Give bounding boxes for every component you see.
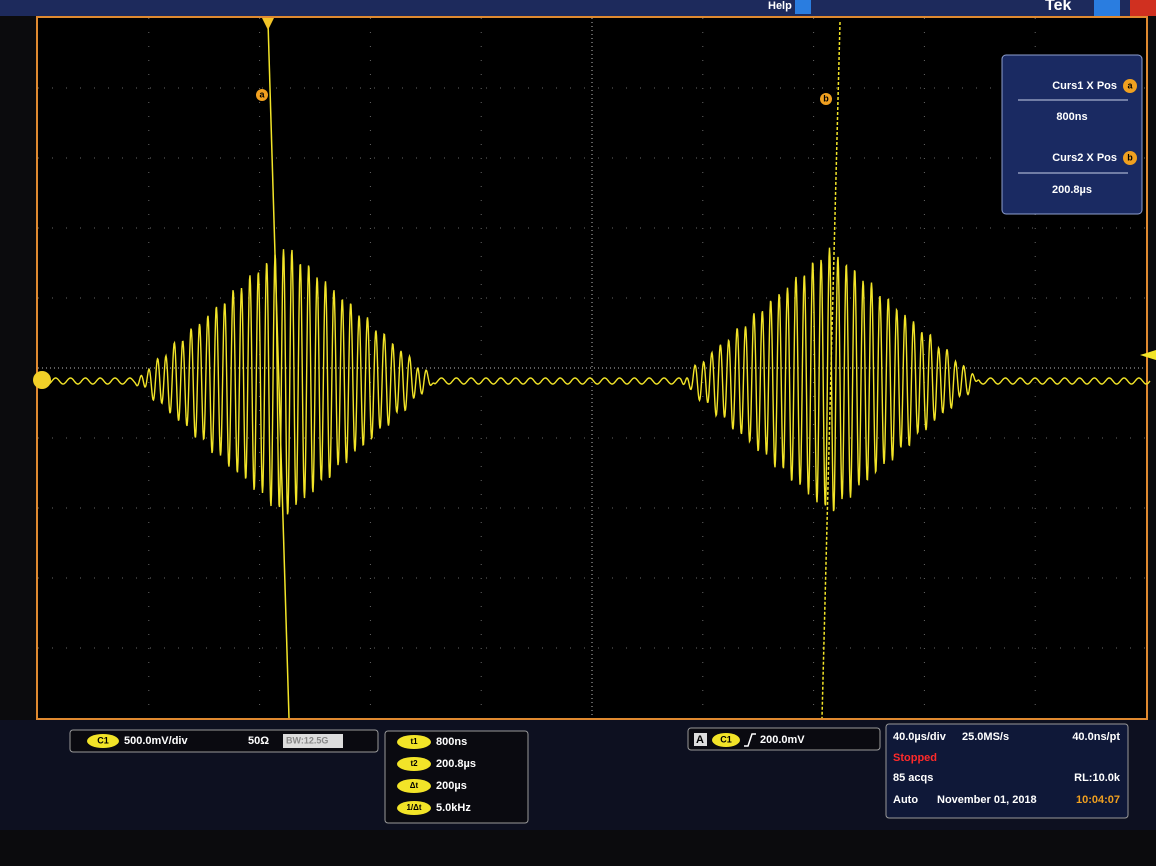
channel-badge-icon (87, 734, 119, 748)
cursor-b-label: b (823, 93, 829, 103)
waveform (48, 247, 1151, 515)
readout-badge-icon (397, 735, 431, 749)
trigger-level: 200.0mV (760, 734, 805, 746)
curs1-value: 800ns (1056, 111, 1087, 123)
channel-badge: C1 (97, 735, 109, 745)
minimize-button[interactable] (1094, 0, 1120, 16)
acquisitions: 85 acqs (893, 772, 933, 784)
trigger-slope-icon (744, 733, 756, 747)
readout-box[interactable] (384, 730, 529, 824)
cursor-a-badge (256, 89, 268, 101)
trigger-position-marker (262, 18, 274, 30)
brand: Tek (1045, 0, 1071, 14)
cursor-a-line (267, 21, 290, 719)
channel-termination: 50Ω (248, 735, 269, 747)
record-length: RL:10.0k (1074, 772, 1121, 784)
channel-bandwidth: BW:12.5G (286, 735, 328, 745)
readout-label: t1 (410, 737, 418, 746)
readout-label: Δt (410, 781, 419, 790)
trigger-level-marker (1140, 350, 1156, 360)
trigger-mode: Auto (893, 794, 918, 806)
curs1-badge: a (1127, 80, 1133, 90)
readout-value: 200µs (436, 780, 467, 792)
readout-badge-icon (397, 779, 431, 793)
close-button[interactable] (1130, 0, 1156, 16)
trigger-channel-icon (712, 733, 740, 747)
curs2-badge-icon (1123, 151, 1137, 165)
channel-ground-marker (33, 371, 51, 389)
date: November 01, 2018 (937, 794, 1037, 806)
horizontal-scale: 40.0µs/div (893, 731, 947, 743)
readout-badge-icon (397, 757, 431, 771)
cursor-panel[interactable] (1001, 54, 1143, 215)
curs1-label: Curs1 X Pos (1052, 80, 1117, 92)
resolution: 40.0ns/pt (1072, 731, 1120, 743)
readouts: t1 800ns t2 200.8µs Δt 200µs 1/Δt 5.0kHz (397, 735, 476, 815)
cursor-b-line (821, 21, 841, 719)
trigger-source-icon (694, 733, 707, 746)
cursor-b-badge (820, 93, 832, 105)
curs2-label: Curs2 X Pos (1052, 152, 1117, 164)
bandwidth-box (283, 734, 343, 748)
readout-badge-icon (397, 801, 431, 815)
menu-help[interactable]: Help (768, 0, 792, 12)
menu-bar (0, 0, 1156, 16)
time: 10:04:07 (1076, 794, 1120, 806)
curs2-badge: b (1127, 152, 1133, 162)
readout-value: 200.8µs (436, 758, 476, 770)
curs2-value: 200.8µs (1052, 184, 1092, 196)
readout-value: 800ns (436, 736, 467, 748)
trigger-channel: C1 (720, 734, 732, 744)
curs1-badge-icon (1123, 79, 1137, 93)
cursor-a-label: a (259, 89, 265, 99)
acquisition-state: Stopped (893, 752, 937, 764)
acquisition-box[interactable] (885, 723, 1129, 819)
readout-label: 1/Δt (406, 803, 421, 812)
readout-label: t2 (410, 759, 418, 768)
channel-scale: 500.0mV/div (124, 735, 188, 747)
trigger-source: A (696, 734, 704, 746)
sample-rate: 25.0MS/s (962, 731, 1009, 743)
readout-value: 5.0kHz (436, 802, 471, 814)
menu-button[interactable] (795, 0, 811, 14)
